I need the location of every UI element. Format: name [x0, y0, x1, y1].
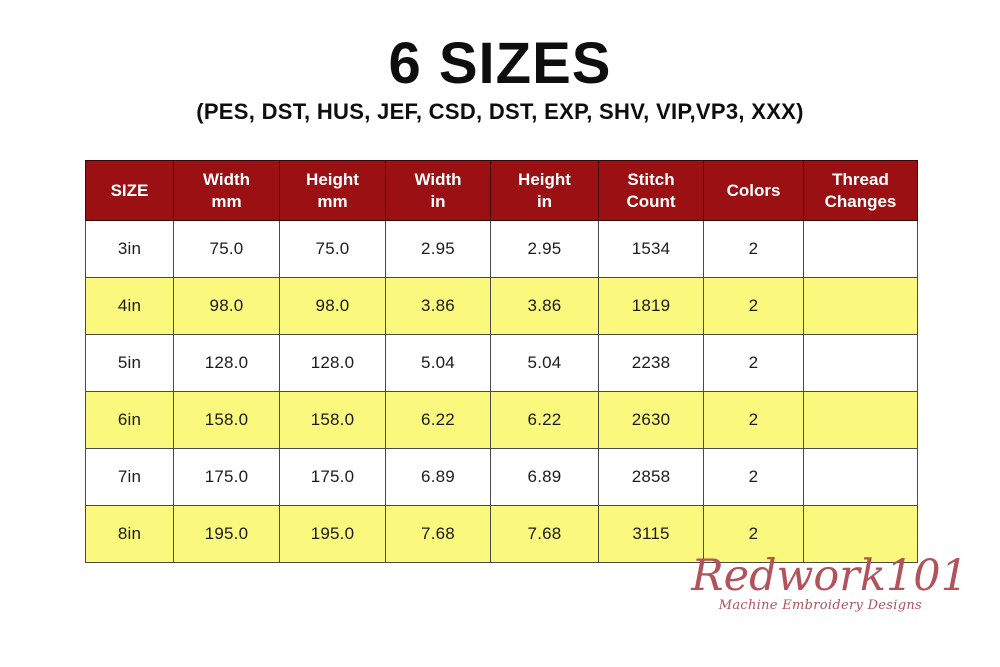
- table-cell: 75.0: [173, 220, 280, 278]
- table-cell: 175.0: [279, 448, 386, 506]
- header-cell-colors: Colors: [703, 160, 804, 221]
- table-row: 6in 158.0 158.0 6.22 6.22 2630 2: [85, 391, 918, 449]
- table-cell: 128.0: [279, 334, 386, 392]
- table-cell: 2.95: [490, 220, 599, 278]
- header-cell-height-in: Height in: [490, 160, 599, 221]
- table-cell: 7.68: [490, 505, 599, 563]
- table-cell: 195.0: [173, 505, 280, 563]
- table-row: 7in 175.0 175.0 6.89 6.89 2858 2: [85, 448, 918, 506]
- header-cell-height-mm: Height mm: [279, 160, 386, 221]
- size-table: SIZE Width mm Height mm Width in Height …: [85, 160, 918, 563]
- table-cell: 3.86: [385, 277, 491, 335]
- table-cell: 2: [703, 448, 804, 506]
- page-subtitle: (PES, DST, HUS, JEF, CSD, DST, EXP, SHV,…: [196, 98, 804, 124]
- table-cell: 6.89: [385, 448, 491, 506]
- header-cell-stitch-count: Stitch Count: [598, 160, 704, 221]
- header-cell-size: SIZE: [85, 160, 174, 221]
- table-cell: 7.68: [385, 505, 491, 563]
- table-cell: 2858: [598, 448, 704, 506]
- header-cell-width-in: Width in: [385, 160, 491, 221]
- brand-logo-name: Redwork101: [691, 551, 968, 601]
- page-header: 6 SIZES (PES, DST, HUS, JEF, CSD, DST, E…: [0, 31, 1000, 125]
- table-cell: 1534: [598, 220, 704, 278]
- table-cell: 3in: [85, 220, 174, 278]
- table-cell: 2: [703, 334, 804, 392]
- table-cell: 2: [703, 505, 804, 563]
- header-cell-thread-changes: Thread Changes: [803, 160, 918, 221]
- table-cell: 4in: [85, 277, 174, 335]
- page-title: 6 SIZES: [388, 31, 612, 96]
- table-cell: [803, 220, 918, 278]
- table-cell: 3115: [598, 505, 704, 563]
- table-cell: 5in: [85, 334, 174, 392]
- table-cell: [803, 277, 918, 335]
- table-row: 3in 75.0 75.0 2.95 2.95 1534 2: [85, 220, 918, 278]
- table-cell: [803, 448, 918, 506]
- table-cell: 1819: [598, 277, 704, 335]
- table-cell: 195.0: [279, 505, 386, 563]
- table-cell: 3.86: [490, 277, 599, 335]
- table-cell: 8in: [85, 505, 174, 563]
- table-row: 8in 195.0 195.0 7.68 7.68 3115 2: [85, 505, 918, 563]
- table-cell: 6.22: [385, 391, 491, 449]
- table-cell: 5.04: [490, 334, 599, 392]
- brand-logo-tagline: Machine Embroidery Designs: [718, 598, 922, 614]
- table-cell: [803, 505, 918, 563]
- table-row: 4in 98.0 98.0 3.86 3.86 1819 2: [85, 277, 918, 335]
- table-cell: [803, 391, 918, 449]
- table-cell: 6in: [85, 391, 174, 449]
- table-row: 5in 128.0 128.0 5.04 5.04 2238 2: [85, 334, 918, 392]
- table-cell: 2: [703, 277, 804, 335]
- table-cell: 98.0: [173, 277, 280, 335]
- table-cell: 7in: [85, 448, 174, 506]
- table-cell: 158.0: [173, 391, 280, 449]
- brand-logo: Redwork101 Machine Embroidery Designs: [691, 551, 968, 614]
- table-cell: 2.95: [385, 220, 491, 278]
- table-cell: 158.0: [279, 391, 386, 449]
- table-cell: 2238: [598, 334, 704, 392]
- table-cell: 2: [703, 220, 804, 278]
- header-cell-width-mm: Width mm: [173, 160, 280, 221]
- table-cell: 5.04: [385, 334, 491, 392]
- table-cell: 175.0: [173, 448, 280, 506]
- table-cell: 6.22: [490, 391, 599, 449]
- table-cell: 98.0: [279, 277, 386, 335]
- table-cell: 2: [703, 391, 804, 449]
- table-cell: 2630: [598, 391, 704, 449]
- table-cell: 6.89: [490, 448, 599, 506]
- table-cell: [803, 334, 918, 392]
- table-cell: 128.0: [173, 334, 280, 392]
- table-cell: 75.0: [279, 220, 386, 278]
- table-header-row: SIZE Width mm Height mm Width in Height …: [85, 160, 918, 221]
